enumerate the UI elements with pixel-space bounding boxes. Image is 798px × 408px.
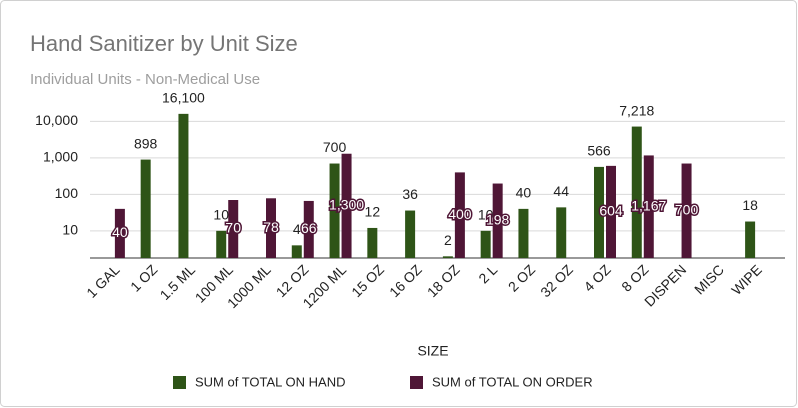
y-tick-label: 1,000	[43, 149, 78, 165]
data-label: 12	[365, 204, 381, 220]
data-label: 10	[213, 207, 229, 223]
data-label: 16,100	[162, 90, 205, 106]
data-label: 1,167	[631, 197, 666, 213]
data-label: 40	[112, 224, 128, 240]
y-tick-label: 10,000	[35, 112, 78, 128]
bar	[594, 166, 604, 258]
data-label: 700	[675, 201, 699, 217]
legend-label: SUM of TOTAL ON ORDER	[432, 374, 593, 389]
bar	[454, 172, 465, 258]
legend-swatch	[410, 376, 423, 389]
bar	[405, 210, 416, 258]
bar	[228, 200, 239, 258]
data-label: 566	[587, 143, 611, 159]
y-tick-label: 100	[55, 185, 79, 201]
data-label: 7,218	[619, 102, 654, 118]
data-label: 44	[553, 183, 569, 199]
x-axis-title: SIZE	[417, 343, 448, 359]
data-label: 40	[516, 185, 532, 201]
bar	[681, 163, 692, 258]
bar	[442, 256, 453, 258]
legend-label: SUM of TOTAL ON HAND	[195, 374, 346, 389]
bar	[291, 245, 302, 258]
chart-title: Hand Sanitizer by Unit Size	[30, 31, 298, 56]
bar	[266, 198, 276, 258]
chart-subtitle: Individual Units - Non-Medical Use	[30, 71, 260, 88]
bar	[341, 153, 352, 258]
bar	[606, 165, 616, 258]
data-label: 36	[402, 186, 418, 202]
data-label: 198	[486, 211, 510, 227]
bar	[329, 163, 340, 258]
bar	[303, 200, 314, 258]
data-label: 898	[134, 135, 158, 151]
bar	[114, 208, 125, 258]
data-label: 700	[323, 139, 347, 155]
bar	[216, 230, 227, 258]
data-label: 400	[448, 206, 472, 222]
data-label: 18	[742, 197, 758, 213]
data-label: 1,300	[329, 197, 364, 213]
data-label: 4	[293, 221, 301, 237]
y-tick-label: 10	[62, 222, 78, 238]
bar	[492, 183, 503, 258]
data-label: 70	[225, 220, 241, 236]
bar	[480, 230, 491, 258]
data-label: 78	[263, 219, 279, 235]
data-label: 604	[599, 203, 623, 219]
bar	[518, 208, 529, 258]
bar	[178, 113, 189, 258]
bar	[643, 155, 654, 258]
bar	[556, 207, 567, 258]
bar	[631, 126, 642, 259]
data-label: 66	[301, 220, 317, 236]
data-label: 2	[444, 232, 452, 248]
data-label: 10	[478, 207, 494, 223]
bar	[367, 227, 378, 258]
bar	[745, 221, 756, 258]
legend-swatch	[173, 376, 186, 389]
bar	[140, 159, 151, 258]
